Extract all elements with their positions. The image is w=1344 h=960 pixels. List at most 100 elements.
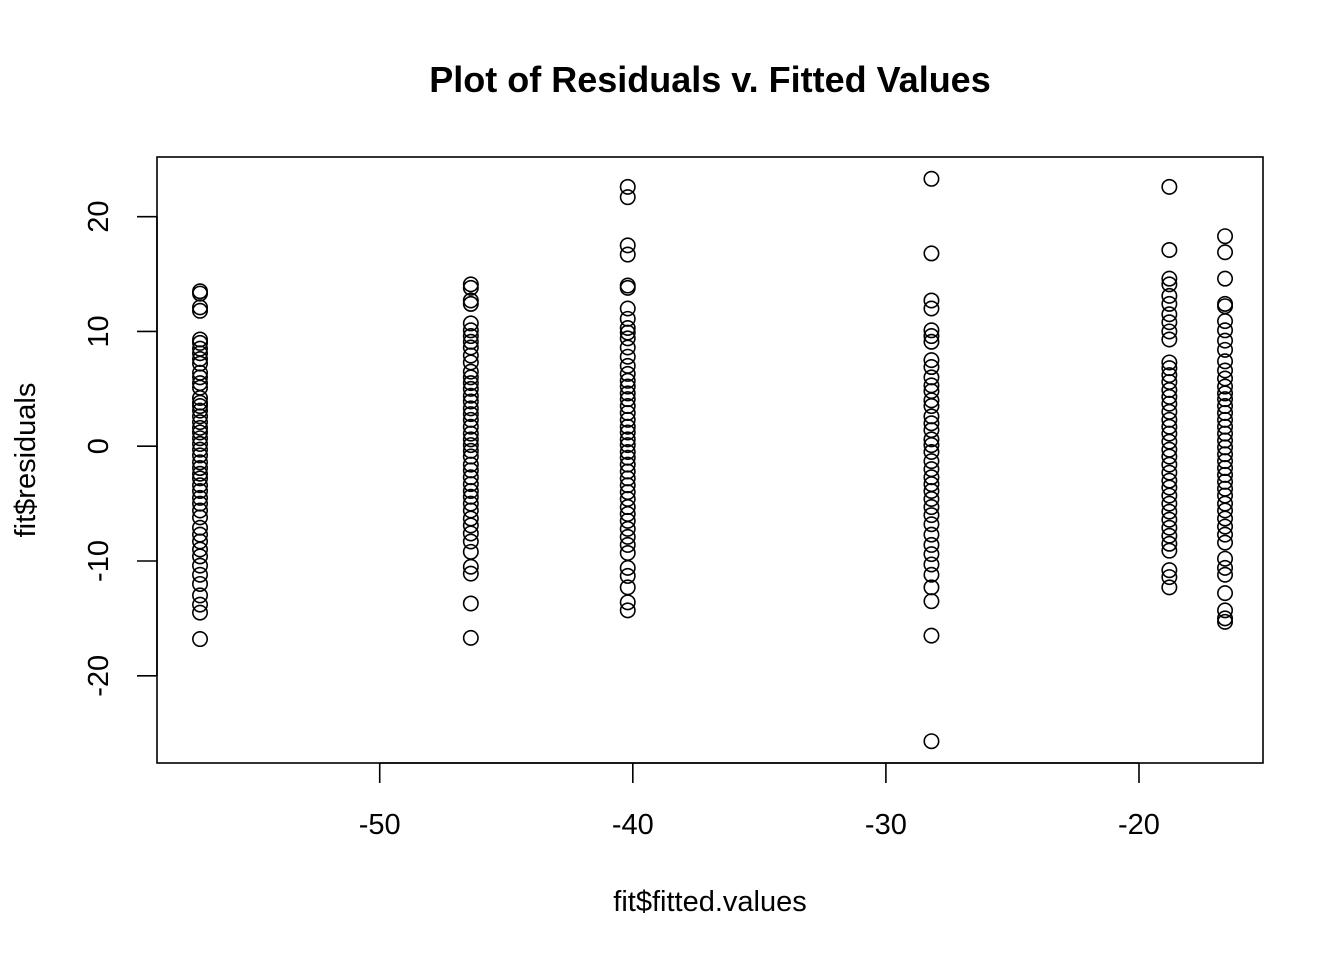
data-point <box>462 375 479 392</box>
data-point <box>923 292 940 309</box>
data-point <box>192 465 209 482</box>
data-point <box>462 347 479 364</box>
data-point <box>923 352 940 369</box>
data-point <box>192 424 209 441</box>
data-point <box>1217 602 1234 619</box>
data-point <box>923 437 940 454</box>
data-point <box>1161 511 1178 528</box>
data-point <box>923 359 940 376</box>
data-point <box>1217 244 1234 261</box>
data-point <box>1217 526 1234 543</box>
data-point <box>619 437 636 454</box>
data-point <box>619 512 636 529</box>
data-point <box>923 556 940 573</box>
data-point <box>1217 332 1234 349</box>
data-point <box>192 390 209 407</box>
data-point <box>192 419 209 436</box>
data-point <box>462 315 479 332</box>
data-point <box>462 533 479 550</box>
data-point <box>192 548 209 565</box>
data-point <box>619 357 636 374</box>
data-point <box>923 627 940 644</box>
data-point <box>923 482 940 499</box>
data-point <box>923 453 940 470</box>
data-point <box>1217 270 1234 287</box>
data-point <box>923 516 940 533</box>
data-point <box>192 408 209 425</box>
data-point <box>619 330 636 347</box>
data-point <box>1161 295 1178 312</box>
y-tick-label: 0 <box>83 438 115 454</box>
data-point <box>1217 353 1234 370</box>
data-point <box>923 507 940 524</box>
data-point <box>619 178 636 195</box>
data-point <box>192 369 209 386</box>
data-point <box>619 365 636 382</box>
data-point <box>192 575 209 592</box>
data-point <box>619 237 636 254</box>
data-point <box>1161 456 1178 473</box>
data-point <box>619 431 636 448</box>
data-point <box>619 424 636 441</box>
data-point <box>923 392 940 409</box>
data-point <box>1217 385 1234 402</box>
x-axis: -50 -40 -30 -20 <box>359 762 1160 841</box>
data-point <box>619 348 636 365</box>
y-tick-label: 20 <box>83 201 115 233</box>
data-point <box>1161 403 1178 420</box>
data-point <box>1161 395 1178 412</box>
data-point <box>192 587 209 604</box>
data-point <box>1161 425 1178 442</box>
data-point <box>1217 550 1234 567</box>
data-point <box>619 544 636 561</box>
data-point <box>923 300 940 317</box>
data-point <box>1217 613 1234 630</box>
data-point <box>1161 579 1178 596</box>
data-point <box>192 441 209 458</box>
x-tick-label: -50 <box>359 809 401 841</box>
data-point <box>462 369 479 386</box>
data-point <box>192 430 209 447</box>
data-point <box>923 499 940 516</box>
data-point <box>192 345 209 362</box>
data-point <box>462 543 479 560</box>
data-point <box>192 502 209 519</box>
data-point <box>923 733 940 750</box>
data-point <box>1161 487 1178 504</box>
data-point <box>1217 228 1234 245</box>
y-tick-label: -10 <box>83 540 115 582</box>
data-point <box>462 525 479 542</box>
data-point <box>923 526 940 543</box>
data-point <box>462 387 479 404</box>
data-point <box>619 372 636 389</box>
y-axis: -20 -10 0 10 20 <box>83 201 158 697</box>
data-point <box>923 443 940 460</box>
data-point <box>462 595 479 612</box>
data-point <box>619 411 636 428</box>
data-point <box>192 557 209 574</box>
data-point <box>462 558 479 575</box>
data-point <box>462 565 479 582</box>
data-point <box>1161 503 1178 520</box>
data-point <box>1161 241 1178 258</box>
data-point <box>1217 370 1234 387</box>
data-point <box>462 328 479 345</box>
data-point <box>1161 331 1178 348</box>
data-point <box>462 476 479 493</box>
data-point <box>192 470 209 487</box>
data-point <box>1161 495 1178 512</box>
data-point <box>462 406 479 423</box>
data-point <box>462 279 479 296</box>
data-point <box>1217 322 1234 339</box>
y-tick-label: -20 <box>83 655 115 697</box>
data-point <box>192 489 209 506</box>
data-point <box>1217 341 1234 358</box>
data-point <box>1217 378 1234 395</box>
data-point <box>923 415 940 432</box>
data-point <box>1217 518 1234 535</box>
data-point <box>923 431 940 448</box>
data-point <box>1161 542 1178 559</box>
data-point <box>1161 479 1178 496</box>
y-axis-label: fit$residuals <box>10 383 42 538</box>
